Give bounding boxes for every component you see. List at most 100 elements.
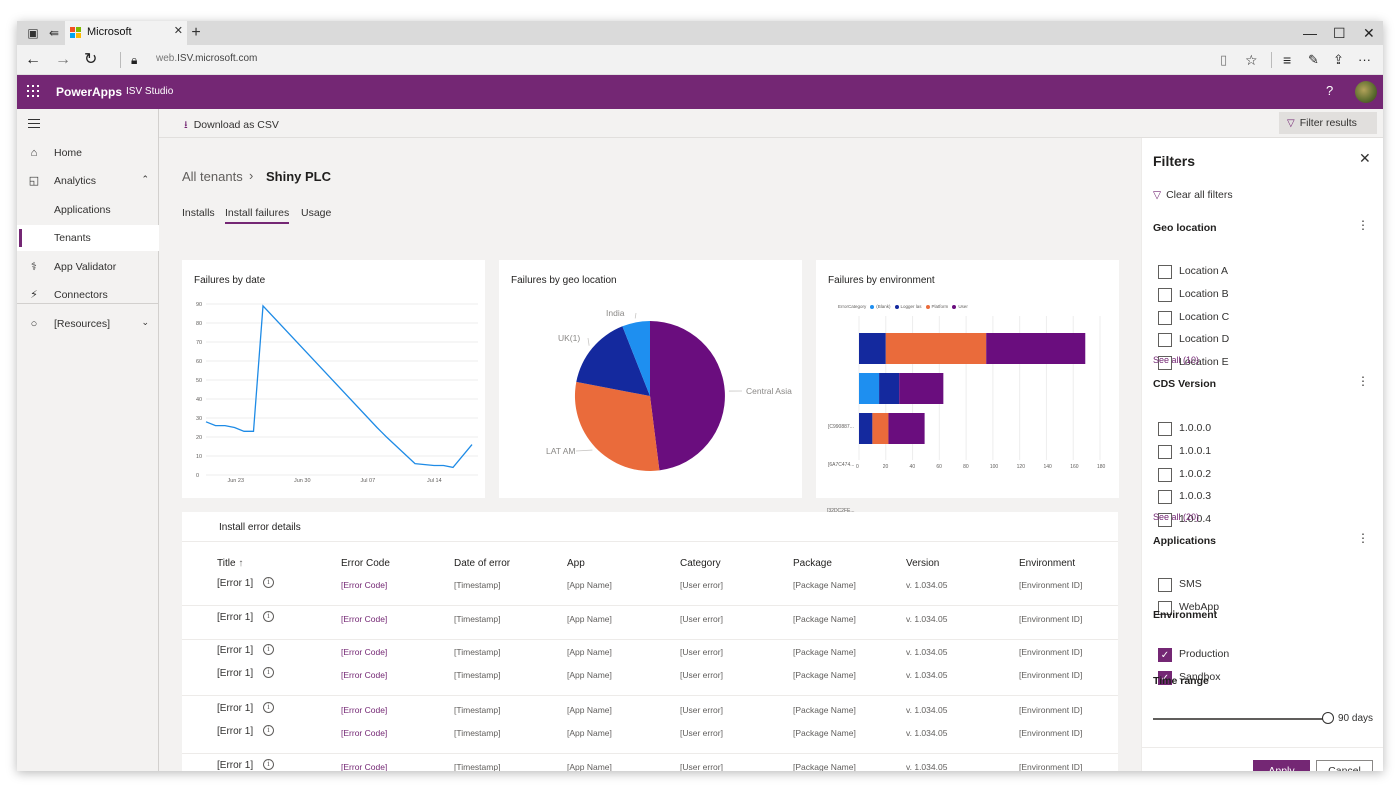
error-code-link[interactable]: [Error Code] xyxy=(341,580,388,590)
nav-item-app-validator[interactable]: ⚕ App Validator xyxy=(17,254,159,280)
checkbox[interactable] xyxy=(1158,575,1174,597)
error-code-link[interactable]: [Error Code] xyxy=(341,670,388,680)
url-field[interactable]: web.ISV.microsoft.com xyxy=(156,53,258,64)
waffle-icon[interactable] xyxy=(27,85,39,97)
table-row[interactable]: [Error 1] [Error Code] [Timestamp] [App Nam… xyxy=(182,608,1118,640)
apply-button[interactable]: Apply xyxy=(1253,760,1310,771)
info-icon[interactable]: i xyxy=(263,702,274,713)
browser-tab[interactable]: Microsoft ✕ xyxy=(65,21,187,45)
tab-close-icon[interactable]: ✕ xyxy=(173,25,183,37)
more-icon[interactable]: ··· xyxy=(1358,52,1371,67)
column-header-app[interactable]: App xyxy=(567,558,585,569)
web-note-icon[interactable]: ✎ xyxy=(1308,52,1319,67)
tab-manager-icon[interactable]: ▣ xyxy=(27,26,39,40)
checkbox[interactable] xyxy=(1158,487,1174,509)
checkmark-icon[interactable]: ✓ xyxy=(1158,648,1172,662)
nav-item-connectors[interactable]: ⚡︎ Connectors xyxy=(17,282,159,308)
time-range-slider-track[interactable] xyxy=(1153,718,1325,720)
checkbox[interactable] xyxy=(1158,510,1174,532)
avatar[interactable] xyxy=(1355,81,1377,103)
app-name[interactable]: PowerApps xyxy=(56,85,123,99)
close-icon[interactable]: ✕ xyxy=(1359,150,1371,166)
checkbox-box[interactable] xyxy=(1158,601,1172,615)
clear-all-filters-button[interactable]: ▽ Clear all filters xyxy=(1153,189,1233,201)
checkbox[interactable] xyxy=(1158,285,1174,307)
see-all-cds-link[interactable]: See all (20) xyxy=(1153,512,1200,522)
share-icon[interactable]: ⇪ xyxy=(1333,52,1344,67)
download-csv-button[interactable]: ⭳ Download as CSV xyxy=(184,119,279,131)
column-header-category[interactable]: Category xyxy=(680,558,721,569)
more-options-icon[interactable]: ⋮ xyxy=(1357,218,1369,232)
nav-item-resources[interactable]: ○ [Resources] ⌄ xyxy=(17,311,159,337)
error-code-link[interactable]: [Error Code] xyxy=(341,762,388,771)
checkbox-box[interactable] xyxy=(1158,578,1172,592)
maximize-icon[interactable]: ☐ xyxy=(1333,25,1346,41)
checkbox[interactable] xyxy=(1158,419,1174,441)
column-header-title[interactable]: Title ↑ xyxy=(217,558,244,569)
table-row[interactable]: [Error 1] [Error Code] [Timestamp] [App Nam… xyxy=(182,574,1118,606)
checkbox[interactable]: ✓ xyxy=(1158,668,1174,690)
more-options-icon[interactable]: ⋮ xyxy=(1357,531,1369,545)
table-row[interactable]: [Error 1] [Error Code] [Timestamp] [App Nam… xyxy=(182,722,1118,754)
checkbox[interactable] xyxy=(1158,330,1174,352)
checkbox-box[interactable] xyxy=(1158,422,1172,436)
info-icon[interactable]: i xyxy=(263,759,274,770)
checkbox[interactable] xyxy=(1158,442,1174,464)
hub-icon[interactable]: ≡ xyxy=(1283,52,1292,68)
info-icon[interactable]: i xyxy=(263,725,274,736)
new-tab-icon[interactable]: + xyxy=(191,24,201,41)
checkbox[interactable]: ✓ xyxy=(1158,645,1174,667)
cancel-button[interactable]: Cancel xyxy=(1316,760,1373,771)
close-window-icon[interactable]: ✕ xyxy=(1363,25,1375,41)
checkbox[interactable] xyxy=(1158,308,1174,330)
more-options-icon[interactable]: ⋮ xyxy=(1357,374,1369,388)
error-code-link[interactable]: [Error Code] xyxy=(341,728,388,738)
column-header-version[interactable]: Version xyxy=(906,558,940,569)
error-code-link[interactable]: [Error Code] xyxy=(341,647,388,657)
see-all-geo-link[interactable]: See all (10) xyxy=(1153,355,1200,365)
chevron-up-icon[interactable]: ⌃ xyxy=(141,174,149,184)
checkbox[interactable] xyxy=(1158,262,1174,284)
checkbox-box[interactable] xyxy=(1158,444,1172,459)
table-row[interactable]: [Error 1] [Error Code] [Timestamp] [App Nam… xyxy=(182,641,1118,663)
info-icon[interactable]: i xyxy=(263,667,274,678)
breadcrumb-all-tenants[interactable]: All tenants xyxy=(182,169,243,184)
checkbox-box[interactable] xyxy=(1158,356,1172,370)
table-row[interactable]: [Error 1] [Error Code] [Timestamp] [App Nam… xyxy=(182,664,1118,696)
nav-item-applications[interactable]: Applications xyxy=(54,204,111,216)
checkbox[interactable] xyxy=(1158,598,1174,620)
time-range-slider-thumb[interactable] xyxy=(1322,712,1334,724)
back-icon[interactable]: ← xyxy=(25,51,41,68)
checkbox-box[interactable] xyxy=(1158,265,1172,279)
info-icon[interactable]: i xyxy=(263,644,274,655)
checkbox-box[interactable] xyxy=(1158,490,1172,505)
forward-icon[interactable]: → xyxy=(55,51,71,68)
tab-installs[interactable]: Installs xyxy=(182,207,215,219)
table-row[interactable]: [Error 1] [Error Code] [Timestamp] [App Nam… xyxy=(182,756,1118,771)
checkbox-box[interactable] xyxy=(1158,513,1172,527)
checkbox-box[interactable] xyxy=(1158,333,1172,348)
favorite-star-icon[interactable]: ☆ xyxy=(1245,52,1258,68)
minimize-icon[interactable]: — xyxy=(1303,25,1317,41)
filter-results-button[interactable]: ▽ Filter results xyxy=(1279,112,1377,134)
nav-item-tenants[interactable]: Tenants xyxy=(17,225,159,251)
checkbox[interactable] xyxy=(1158,465,1174,487)
column-header-package[interactable]: Package xyxy=(793,558,832,569)
column-header-environment[interactable]: Environment xyxy=(1019,558,1076,569)
table-row[interactable]: [Error 1] [Error Code] [Timestamp] [App Nam… xyxy=(182,699,1118,721)
info-icon[interactable]: i xyxy=(263,577,274,588)
error-code-link[interactable]: [Error Code] xyxy=(341,614,388,624)
help-icon[interactable]: ? xyxy=(1326,83,1334,98)
set-aside-tabs-icon[interactable]: ⇚ xyxy=(48,26,60,40)
chevron-down-icon[interactable]: ⌄ xyxy=(141,317,149,327)
refresh-icon[interactable]: ↻ xyxy=(84,51,98,68)
error-code-link[interactable]: [Error Code] xyxy=(341,705,388,715)
column-header-date[interactable]: Date of error xyxy=(454,558,511,569)
tab-install-failures[interactable]: Install failures xyxy=(225,207,290,224)
column-header-error-code[interactable]: Error Code xyxy=(341,558,390,569)
tab-usage[interactable]: Usage xyxy=(301,207,332,219)
checkmark-icon[interactable]: ✓ xyxy=(1158,671,1172,685)
checkbox-box[interactable] xyxy=(1158,310,1172,325)
checkbox[interactable] xyxy=(1158,353,1174,375)
reading-view-icon[interactable]: ▯ xyxy=(1220,52,1228,67)
